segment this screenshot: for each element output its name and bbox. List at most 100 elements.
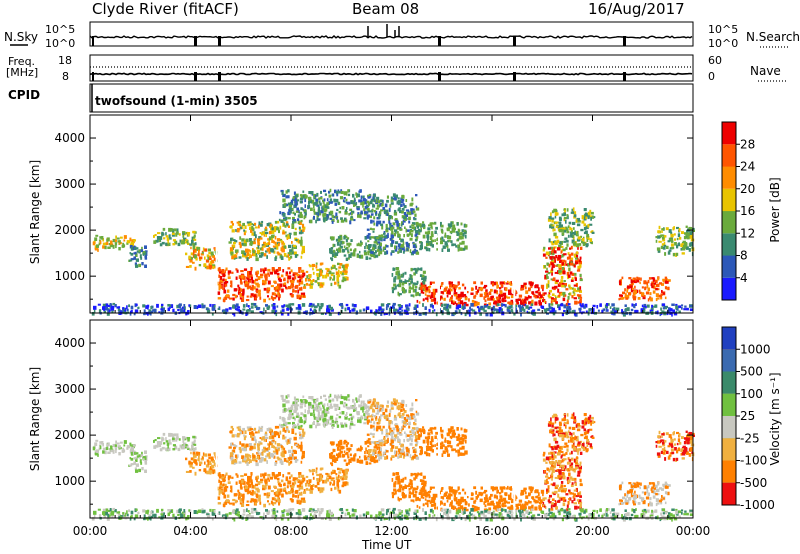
heatmap-cell <box>167 239 169 244</box>
heatmap-cell <box>661 283 664 286</box>
heatmap-cell <box>227 276 231 279</box>
heatmap-cell <box>481 287 484 291</box>
heatmap-cell <box>624 295 628 299</box>
heatmap-cell <box>587 214 590 217</box>
heatmap-cell <box>366 207 370 211</box>
heatmap-cell <box>294 203 298 207</box>
heatmap-cell <box>408 286 412 289</box>
heatmap-cell <box>562 294 565 298</box>
heatmap-cell <box>175 231 179 235</box>
heatmap-cell <box>396 221 399 225</box>
heatmap-cell <box>292 478 295 482</box>
heatmap-cell <box>414 418 417 422</box>
heatmap-cell <box>419 286 423 290</box>
heatmap-cell <box>393 283 397 287</box>
heatmap-cell <box>559 224 562 228</box>
heatmap-cell <box>428 308 431 312</box>
heatmap-cell <box>98 242 101 246</box>
heatmap-cell <box>114 242 118 246</box>
heatmap-cell <box>487 297 491 301</box>
heatmap-cell <box>295 307 299 310</box>
heatmap-cell <box>666 245 669 249</box>
heatmap-cell <box>225 486 229 489</box>
heatmap-cell <box>212 469 216 472</box>
heatmap-cell <box>576 269 581 272</box>
heatmap-cell <box>573 288 577 292</box>
heatmap-cell <box>177 447 181 452</box>
heatmap-cell <box>268 456 271 459</box>
heatmap-cell <box>177 242 181 247</box>
heatmap-cell <box>377 450 381 454</box>
heatmap-cell <box>394 453 398 457</box>
heatmap-cell <box>553 250 557 254</box>
heatmap-cell <box>192 246 195 250</box>
heatmap-cell <box>629 285 633 289</box>
heatmap-cell <box>165 235 169 238</box>
heatmap-cell <box>250 243 253 246</box>
heatmap-cell <box>626 294 630 299</box>
heatmap-cell <box>235 434 237 437</box>
heatmap-cell <box>295 200 298 203</box>
heatmap-cell <box>362 400 365 404</box>
heatmap-cell <box>324 274 328 279</box>
heatmap-cell <box>403 410 407 414</box>
heatmap-cell <box>184 438 187 441</box>
heatmap-cell <box>241 250 245 254</box>
heatmap-cell <box>381 430 384 435</box>
heatmap-cell <box>547 272 551 275</box>
heatmap-cell <box>338 453 341 457</box>
heatmap-cell <box>403 417 407 421</box>
heatmap-cell <box>281 493 284 498</box>
heatmap-cell <box>353 197 356 201</box>
heatmap-cell <box>161 436 164 439</box>
noise-gap-marker <box>438 36 441 46</box>
heatmap-cell <box>558 307 561 311</box>
heatmap-cell <box>296 218 300 221</box>
heatmap-cell <box>299 484 302 488</box>
heatmap-cell <box>335 417 338 422</box>
heatmap-cell <box>239 431 242 435</box>
heatmap-cell <box>293 251 297 255</box>
heatmap-cell <box>368 247 371 250</box>
heatmap-cell <box>419 284 422 287</box>
heatmap-cell <box>519 308 523 312</box>
heatmap-cell <box>278 499 281 503</box>
heatmap-cell <box>367 240 370 243</box>
heatmap-cell <box>405 199 408 202</box>
heatmap-cell <box>121 245 125 248</box>
heatmap-cell <box>323 394 327 398</box>
heatmap-cell <box>247 273 250 277</box>
heatmap-cell <box>452 228 456 233</box>
heatmap-cell <box>264 437 269 440</box>
heatmap-cell <box>656 247 661 251</box>
heatmap-cell <box>238 241 242 246</box>
heatmap-cell <box>567 263 571 267</box>
heatmap-cell <box>391 290 394 294</box>
heatmap-cell <box>672 309 675 314</box>
heatmap-cell <box>550 297 554 300</box>
heatmap-cell <box>153 240 157 244</box>
heatmap-cell <box>411 197 414 202</box>
heatmap-cell <box>355 310 358 315</box>
heatmap-cell <box>577 259 581 263</box>
heatmap-cell <box>395 450 398 454</box>
heatmap-cell <box>330 456 333 460</box>
heatmap-cell <box>400 443 404 448</box>
heatmap-cell <box>295 415 299 418</box>
heatmap-cell <box>650 283 654 287</box>
heatmap-cell <box>196 452 199 456</box>
heatmap-cell <box>170 228 173 232</box>
heatmap-cell <box>185 436 188 440</box>
heatmap-cell <box>257 443 261 447</box>
heatmap-cell <box>344 440 348 444</box>
heatmap-cell <box>135 258 139 262</box>
heatmap-cell <box>449 284 453 288</box>
heatmap-cell <box>351 212 353 216</box>
heatmap-cell <box>452 224 456 229</box>
heatmap-cell <box>175 436 179 440</box>
heatmap-cell <box>415 293 418 297</box>
heatmap-cell <box>292 196 296 200</box>
heatmap-cell <box>330 199 332 202</box>
heatmap-cell <box>218 492 221 496</box>
heatmap-cell <box>383 440 387 444</box>
